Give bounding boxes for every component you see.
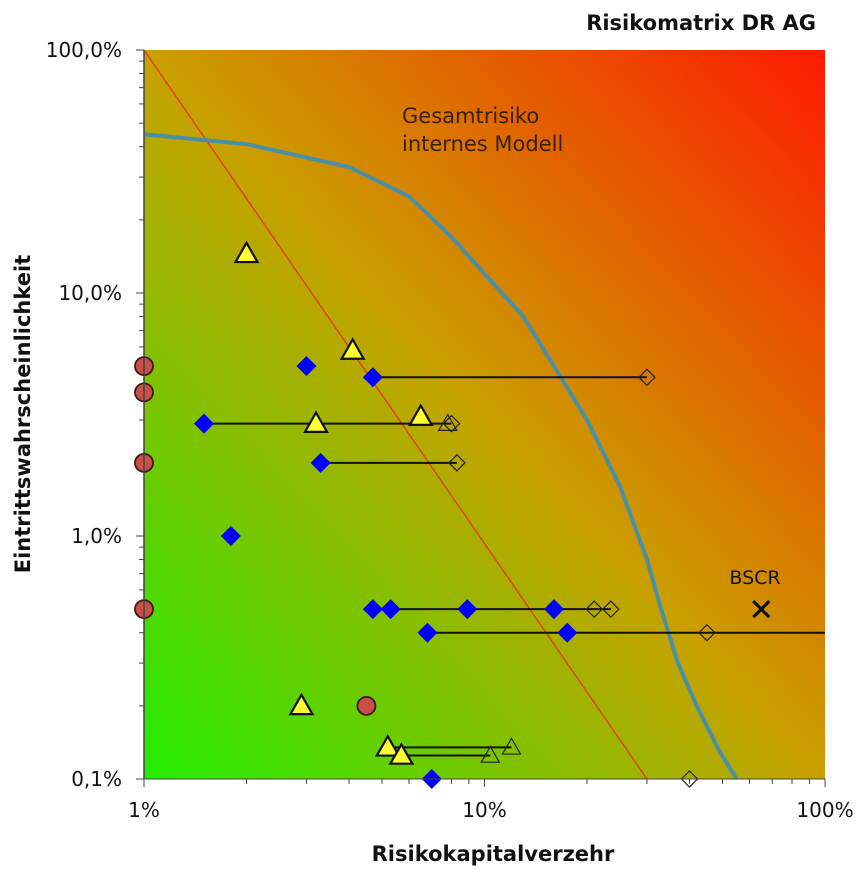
open-triangle-marker xyxy=(501,737,522,755)
chart-title: Risikomatrix DR AG xyxy=(586,11,816,35)
plot-overlay xyxy=(144,50,739,779)
annotation-gesamtrisiko-line1: Gesamtrisiko xyxy=(402,104,539,128)
x-axis-title: Risikokapitalverzehr xyxy=(372,842,615,866)
y-tick-label: 1,0% xyxy=(71,524,122,548)
open-diamond-marker xyxy=(585,600,604,618)
annotation-gesamtrisiko-line2: internes Modell xyxy=(402,132,563,156)
risk-curve-line xyxy=(144,132,739,779)
tick-labels: 0,1% 1,0% 10,0% 100,0% 1% 10% 100% xyxy=(46,38,854,822)
diamond-marker xyxy=(362,367,383,388)
open-diamond-marker xyxy=(680,770,699,788)
cross-marker xyxy=(752,600,771,619)
diamond-marker xyxy=(362,599,383,620)
triangle-marker xyxy=(288,692,315,716)
diamond-marker xyxy=(296,356,317,377)
triangle-marker xyxy=(339,337,366,360)
diamond-marker xyxy=(457,599,478,620)
annotation-bscr: BSCR xyxy=(729,567,780,589)
triangle-marker xyxy=(303,410,329,433)
y-tick-label: 0,1% xyxy=(71,767,122,791)
reference-line xyxy=(144,50,648,779)
open-diamond-marker xyxy=(698,623,716,642)
open-diamond-marker xyxy=(602,600,620,618)
open-diamond-marker xyxy=(638,368,656,387)
triangle-marker xyxy=(374,734,401,757)
x-tick-label: 10% xyxy=(462,798,506,822)
open-triangle-marker xyxy=(437,413,458,431)
diamond-marker xyxy=(220,526,241,546)
diamond-marker xyxy=(310,452,331,473)
diamond-marker xyxy=(557,622,578,643)
diamond-marker xyxy=(193,413,214,434)
open-triangle-marker xyxy=(480,745,501,763)
triangle-marker xyxy=(407,403,434,426)
diamond-marker xyxy=(544,599,565,620)
x-tick-label: 1% xyxy=(128,798,160,822)
open-diamond-marker xyxy=(442,414,461,433)
triangle-marker xyxy=(233,240,260,264)
y-tick-label: 100,0% xyxy=(46,38,122,62)
diamond-marker xyxy=(417,622,438,643)
plot-area-background xyxy=(144,50,825,779)
diamond-marker xyxy=(380,599,401,620)
triangle-marker xyxy=(388,742,415,765)
x-tick-label: 100% xyxy=(796,798,853,822)
y-axis-title: Eintrittswahrscheinlichkeit xyxy=(11,255,35,574)
circle-marker xyxy=(356,695,377,716)
open-diamond-marker xyxy=(448,454,466,472)
y-tick-label: 10,0% xyxy=(58,281,122,305)
